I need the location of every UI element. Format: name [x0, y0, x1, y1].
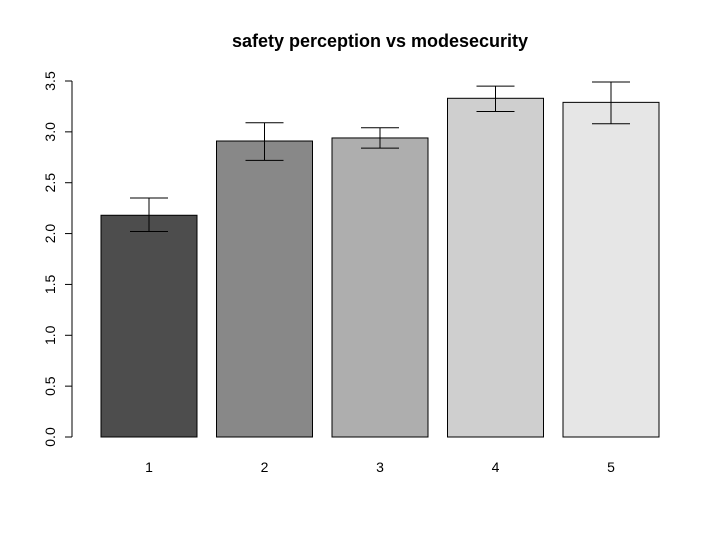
error-bar-5	[592, 81, 630, 125]
y-tick-label: 2.5	[42, 173, 58, 193]
bar-1	[100, 214, 198, 438]
bar-3	[331, 137, 429, 438]
y-tick-label: 3.5	[42, 71, 58, 91]
bars	[100, 97, 660, 438]
y-tick-label: 1.5	[42, 274, 58, 294]
bar-4	[447, 97, 544, 438]
y-tick-label: 0.0	[42, 427, 58, 447]
bar-5	[562, 101, 660, 438]
y-tick-label: 3.0	[42, 122, 58, 142]
x-tick-label: 1	[145, 459, 153, 475]
x-tick-label: 4	[492, 459, 500, 475]
error-bars	[130, 81, 630, 233]
error-bar-3	[361, 127, 399, 149]
y-tick-label: 0.5	[42, 376, 58, 396]
x-tick-label: 3	[376, 459, 384, 475]
bar-2	[216, 140, 313, 438]
x-axis-labels: 1 2 3 4 5	[145, 459, 615, 475]
y-axis: 0.0 0.5 1.0 1.5 2.0 2.5 3.0 3.5	[42, 71, 73, 447]
y-tick-label: 2.0	[42, 224, 58, 244]
error-bar-1	[130, 197, 168, 233]
error-bar-4	[476, 85, 515, 113]
x-tick-label: 5	[607, 459, 615, 475]
y-tick-label: 1.0	[42, 325, 58, 345]
error-bar-2	[245, 122, 284, 161]
x-tick-label: 2	[261, 459, 269, 475]
chart-title: safety perception vs modesecurity	[232, 31, 528, 51]
